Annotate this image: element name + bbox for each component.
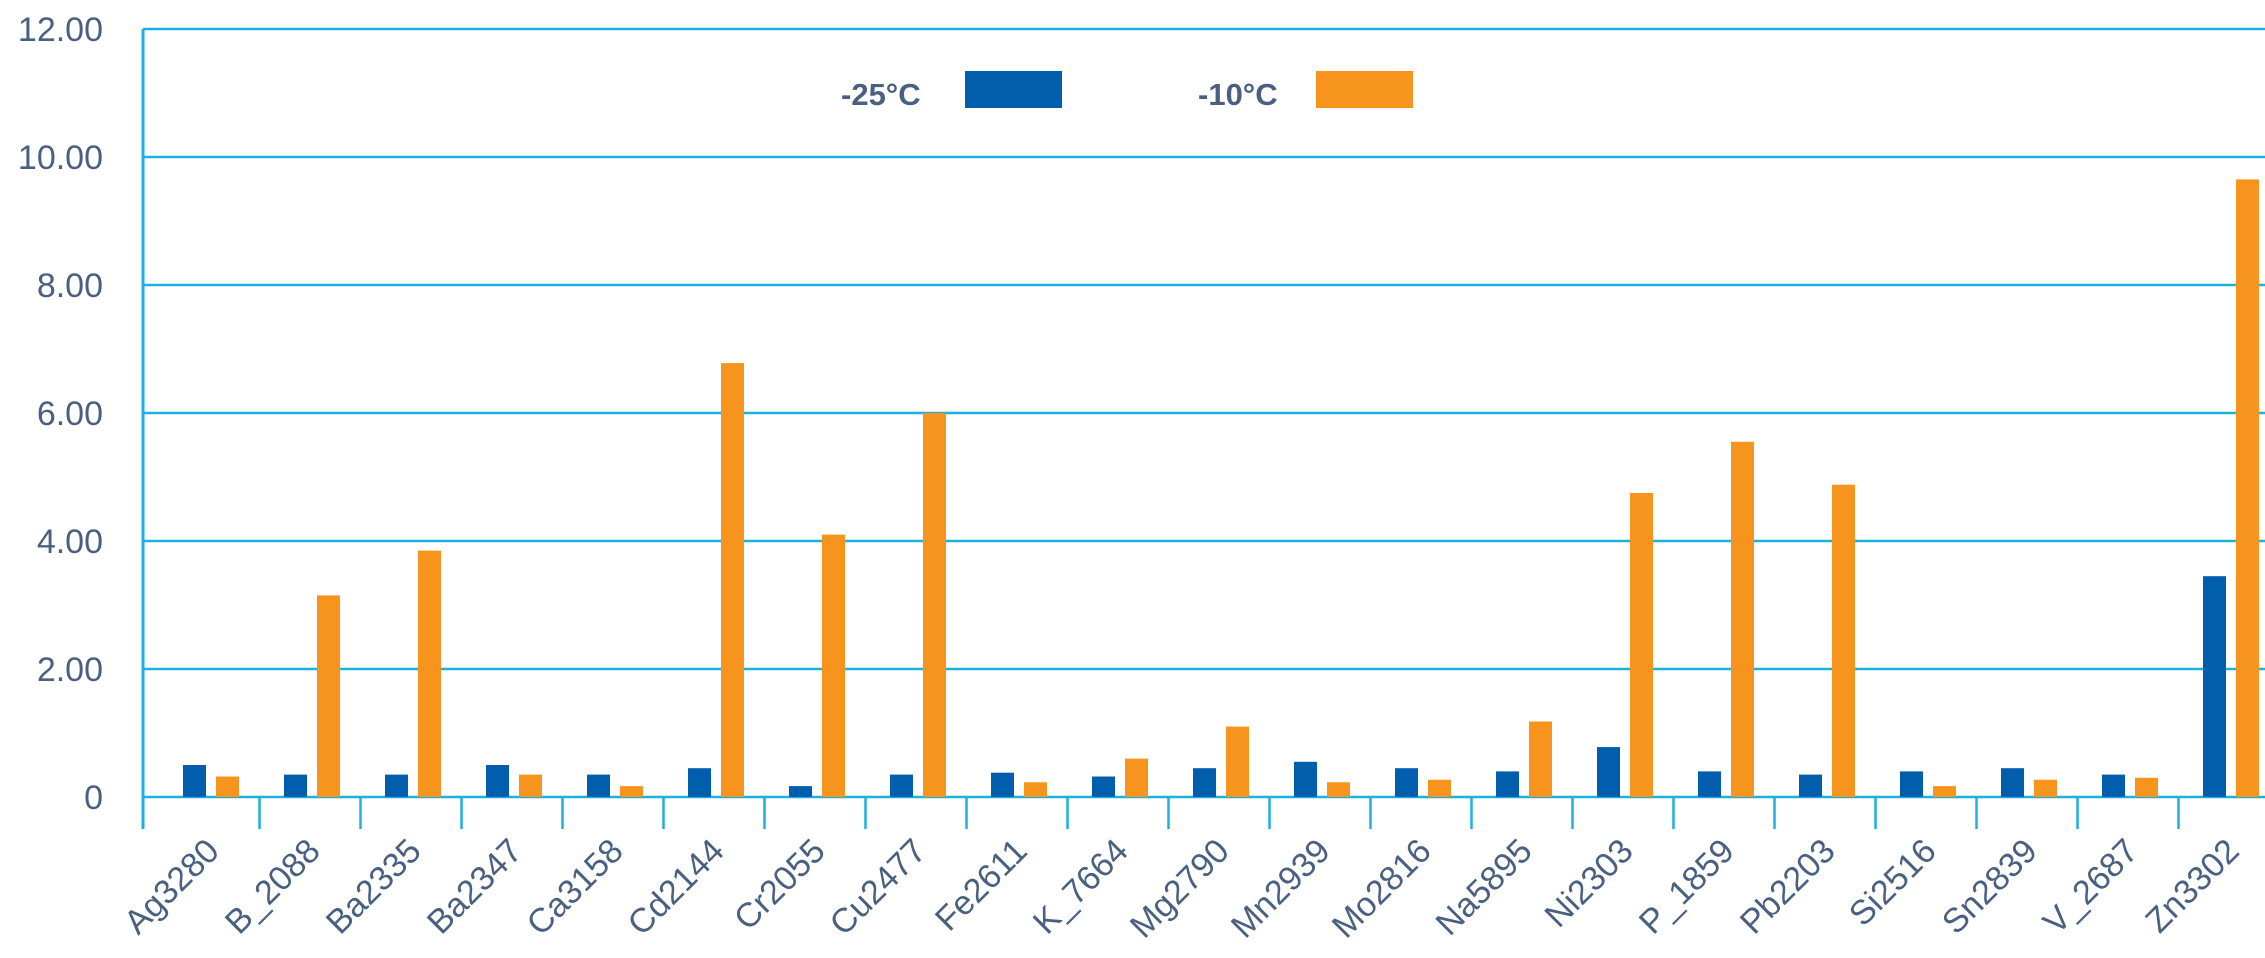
x-tick-label-Na5895: Na5895 bbox=[1429, 832, 1540, 943]
bar-series1-Ca3158 bbox=[587, 774, 610, 797]
bar-series2-Cd2144 bbox=[721, 363, 744, 797]
bar-series2-Si2516 bbox=[1933, 786, 1956, 797]
bar-series2-Ba2347 bbox=[519, 774, 542, 797]
bars bbox=[183, 179, 2259, 797]
legend-swatch-series-2 bbox=[1316, 71, 1413, 108]
bar-series1-Mo2816 bbox=[1395, 768, 1418, 797]
x-tick-label-Mo2816: Mo2816 bbox=[1325, 832, 1439, 946]
bar-series1-Ba2335 bbox=[385, 774, 408, 797]
bar-series2-Ca3158 bbox=[620, 786, 643, 797]
bar-series1-Na5895 bbox=[1496, 771, 1519, 797]
legend-label-series-1: -25°C bbox=[841, 77, 921, 112]
x-tick-label-P_1859: P_1859 bbox=[1632, 832, 1742, 942]
y-tick-label-0: 0 bbox=[84, 779, 103, 817]
legend-swatch-series-1 bbox=[965, 71, 1062, 108]
x-tick-label-Ca3158: Ca3158 bbox=[520, 832, 631, 943]
bar-series2-Ba2335 bbox=[418, 550, 441, 797]
bar-series2-Zn3302 bbox=[2236, 179, 2259, 797]
bar-series1-Si2516 bbox=[1900, 771, 1923, 797]
bar-series1-Fe2611 bbox=[991, 772, 1014, 797]
bar-series2-Cr2055 bbox=[822, 534, 845, 797]
y-tick-label-1: 2.00 bbox=[37, 651, 103, 689]
bar-series1-B_2088 bbox=[284, 774, 307, 797]
bar-series2-Sn2839 bbox=[2034, 779, 2057, 797]
bar-series2-K_7664 bbox=[1125, 758, 1148, 797]
bar-series1-Ba2347 bbox=[486, 765, 509, 797]
bar-series1-Cd2144 bbox=[688, 768, 711, 797]
axes: 02.004.006.008.0010.0012.00Ag3280B_2088B… bbox=[18, 11, 2247, 946]
bar-series1-Mg2790 bbox=[1193, 768, 1216, 797]
bar-series2-Mg2790 bbox=[1226, 726, 1249, 797]
y-tick-label-2: 4.00 bbox=[37, 523, 103, 561]
x-tick-label-Ba2335: Ba2335 bbox=[319, 832, 429, 942]
bar-series1-Ni2303 bbox=[1597, 747, 1620, 797]
bar-series2-Cu2477 bbox=[923, 413, 946, 797]
bar-series2-Fe2611 bbox=[1024, 782, 1047, 797]
x-tick-label-Mn2939: Mn2939 bbox=[1224, 832, 1338, 946]
bar-series2-B_2088 bbox=[317, 595, 340, 797]
bar-series2-Mn2939 bbox=[1327, 782, 1350, 797]
x-tick-label-Si2516: Si2516 bbox=[1842, 832, 1944, 934]
bar-series2-Ni2303 bbox=[1630, 493, 1653, 797]
bar-series1-Mn2939 bbox=[1294, 761, 1317, 797]
bar-series2-Na5895 bbox=[1529, 721, 1552, 797]
bar-series1-K_7664 bbox=[1092, 776, 1115, 797]
x-tick-label-Mg2790: Mg2790 bbox=[1123, 832, 1237, 946]
bar-series1-Pb2203 bbox=[1799, 774, 1822, 797]
bar-series1-P_1859 bbox=[1698, 771, 1721, 797]
bar-series2-Pb2203 bbox=[1832, 484, 1855, 797]
bar-series1-Sn2839 bbox=[2001, 768, 2024, 797]
y-tick-label-3: 6.00 bbox=[37, 395, 103, 433]
x-tick-label-Ag3280: Ag3280 bbox=[117, 832, 227, 942]
y-tick-label-4: 8.00 bbox=[37, 267, 103, 305]
bar-series2-V_2687 bbox=[2135, 777, 2158, 797]
bar-series1-Ag3280 bbox=[183, 765, 206, 797]
x-tick-label-Pb2203: Pb2203 bbox=[1733, 832, 1843, 942]
x-tick-label-Ni2303: Ni2303 bbox=[1538, 832, 1641, 935]
x-tick-label-V_2687: V_2687 bbox=[2036, 832, 2146, 942]
bar-series1-Cu2477 bbox=[890, 774, 913, 797]
x-tick-label-K_7664: K_7664 bbox=[1026, 832, 1136, 942]
grid-lines bbox=[143, 27, 2265, 799]
y-tick-label-5: 10.00 bbox=[18, 139, 103, 177]
x-tick-label-Cd2144: Cd2144 bbox=[621, 832, 732, 943]
y-tick-label-6: 12.00 bbox=[18, 11, 103, 49]
x-tick-label-Sn2839: Sn2839 bbox=[1935, 832, 2045, 942]
x-tick-label-Cr2055: Cr2055 bbox=[727, 832, 833, 938]
legend: -25°C -10°C bbox=[841, 71, 1413, 112]
bar-series1-Zn3302 bbox=[2203, 576, 2226, 797]
bar-series2-Ag3280 bbox=[216, 776, 239, 797]
x-tick-label-B_2088: B_2088 bbox=[218, 832, 328, 942]
bar-series2-Mo2816 bbox=[1428, 779, 1451, 797]
legend-label-series-2: -10°C bbox=[1198, 77, 1278, 112]
x-tick-label-Ba2347: Ba2347 bbox=[420, 832, 530, 942]
bar-series2-P_1859 bbox=[1731, 441, 1754, 797]
x-tick-label-Fe2611: Fe2611 bbox=[928, 832, 1035, 939]
bar-series1-Cr2055 bbox=[789, 786, 812, 797]
bar-series1-V_2687 bbox=[2102, 774, 2125, 797]
x-tick-label-Cu2477: Cu2477 bbox=[823, 832, 934, 943]
x-tick-label-Zn3302: Zn3302 bbox=[2138, 832, 2246, 940]
